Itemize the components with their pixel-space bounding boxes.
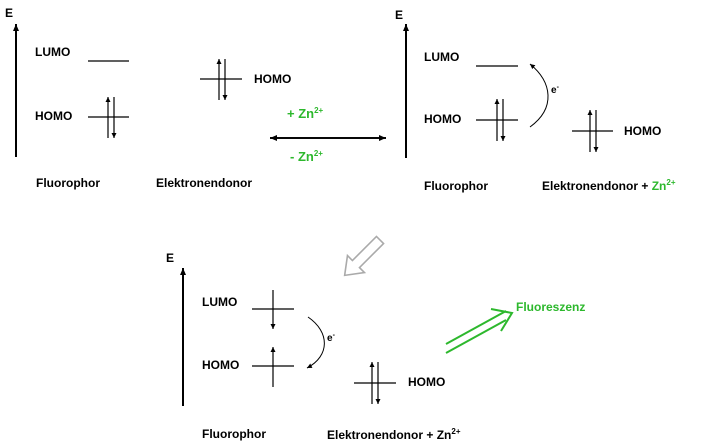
energy-axis-label-2: E [395,8,404,22]
zn-charge-3: 2+ [451,427,461,436]
energy-axis-label-1: E [5,6,14,20]
fluorophor-label-2: Fluorophor [424,179,488,193]
donor-plus-3: + [426,428,434,442]
donor-homo-label-2: HOMO [624,124,662,138]
forward-zn-text: + Zn [287,106,315,121]
electron-charge-3: - [332,332,335,339]
reverse-zn-text: - Zn [290,149,314,164]
electron-transfer-arrow-2 [529,63,549,128]
donor-zn-label-3: Elektronendonor + Zn2+ [327,427,461,442]
donor-text-3: Elektronendonor [327,428,424,442]
electron-label-3: e- [327,332,335,344]
electron-symbol-2: e [551,85,557,96]
homo-label-2: HOMO [424,112,462,126]
fluorophor-label-3: Fluorophor [202,427,266,441]
zn-text-3: Zn [436,428,452,442]
fluorophor-label-1: Fluorophor [36,176,100,190]
lumo-label-3: LUMO [202,295,238,309]
donor-zn-label-2: Elektronendonor + Zn2+ [542,178,676,193]
forward-zn-charge: 2+ [314,106,324,115]
zn-text-2: Zn [651,179,667,193]
homo-label-3: HOMO [202,358,240,372]
electron-symbol-3: e [327,333,333,344]
transition-hollow-arrow [343,235,385,277]
donor-homo-label-1: HOMO [254,72,292,86]
donor-plus-2: + [641,179,649,193]
energy-axis-label-3: E [166,251,175,265]
electron-label-2: e- [551,84,559,96]
electron-charge-2: - [556,84,559,91]
reverse-zn-label: - Zn2+ [290,149,323,164]
forward-zn-label: + Zn2+ [287,106,324,121]
zn-charge-2: 2+ [666,178,676,187]
homo-label-1: HOMO [35,109,73,123]
electron-relaxation-arrow-3 [306,316,325,369]
fluorescence-emission-arrow [445,308,514,354]
donor-label-1: Elektronendonor [156,176,253,190]
fluorescence-label: Fluoreszenz [516,300,586,314]
lumo-label-1: LUMO [35,45,71,59]
reverse-zn-charge: 2+ [313,149,323,158]
lumo-label-2: LUMO [424,50,460,64]
donor-text-2: Elektronendonor [542,179,639,193]
donor-homo-label-3: HOMO [408,375,446,389]
